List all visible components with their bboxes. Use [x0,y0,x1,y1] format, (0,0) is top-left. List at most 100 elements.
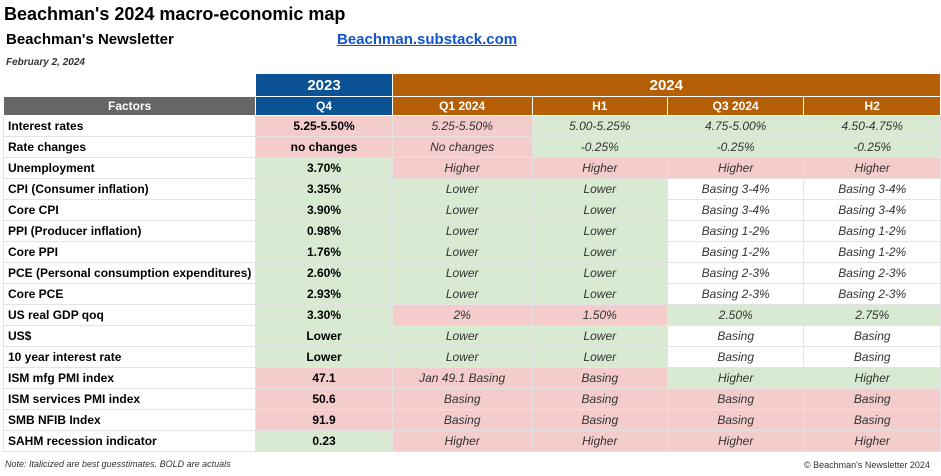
factor-name: CPI (Consumer inflation) [2,178,257,200]
table-row: 10 year interest rate Lower Lower Lower Basi… [2,346,941,368]
cell-q4: 2.93% [255,283,393,305]
header-h1: H1 [531,96,668,116]
cell-q1-2024: Higher [391,157,533,179]
table-row: PCE (Personal consumption expenditures) 2… [2,262,941,284]
cell-h1: Lower [531,220,668,242]
publish-date: February 2, 2024 [6,57,85,68]
factor-name: 10 year interest rate [2,346,257,368]
table-row: SMB NFIB Index 91.9 Basing Basing Basing Basi… [2,409,941,431]
cell-q1-2024: Jan 49.1 Basing [391,367,533,389]
cell-q4: 3.70% [255,157,393,179]
cell-q4: 3.35% [255,178,393,200]
header-factors: Factors [2,96,257,116]
factor-name: Rate changes [2,136,257,158]
cell-q3-2024: 2.50% [666,304,805,326]
table-row: Core CPI 3.90% Lower Lower Basing 3-4% Basing… [2,199,941,221]
cell-q4: 1.76% [255,241,393,263]
cell-h2: Basing 1-2% [803,241,941,263]
table-row: ISM mfg PMI index 47.1 Jan 49.1 Basing Basi… [2,367,941,389]
footnote: Note: Italicized are best guesstimates. … [5,459,231,469]
year-header-row: 2023 2024 [2,73,941,97]
table-row: SAHM recession indicator 0.23 Higher Higher… [2,430,941,452]
table-row: US$ Lower Lower Lower Basing Basing [2,325,941,347]
macro-map-table: 2023 2024 Factors Q4 Q1 2024 H1 Q3 2024 … [2,73,941,452]
cell-q1-2024: Basing [391,388,533,410]
cell-q4: 47.1 [255,367,393,389]
cell-q1-2024: Basing [391,409,533,431]
table-body: Interest rates 5.25-5.50% 5.25-5.50% 5.00-5… [2,115,941,452]
table-row: Unemployment 3.70% Higher Higher Higher Highe… [2,157,941,179]
cell-q4: 3.90% [255,199,393,221]
table-row: PPI (Producer inflation) 0.98% Lower Lower B… [2,220,941,242]
cell-q3-2024: Basing 2-3% [666,283,805,305]
cell-h2: Basing 3-4% [803,199,941,221]
cell-h2: Basing [803,388,941,410]
cell-q4: no changes [255,136,393,158]
cell-q1-2024: No changes [391,136,533,158]
factor-name: SAHM recession indicator [2,430,257,452]
cell-q3-2024: Basing 3-4% [666,199,805,221]
factor-name: PCE (Personal consumption expenditures) [2,262,257,284]
cell-h1: -0.25% [531,136,668,158]
cell-h1: 5.00-5.25% [531,115,668,137]
table-row: ISM services PMI index 50.6 Basing Basing Ba… [2,388,941,410]
cell-q1-2024: 5.25-5.50% [391,115,533,137]
table-row: Rate changes no changes No changes -0.25% -0… [2,136,941,158]
cell-q1-2024: Lower [391,199,533,221]
cell-q3-2024: Basing [666,388,805,410]
factor-name: Unemployment [2,157,257,179]
cell-q1-2024: Lower [391,283,533,305]
year-2023-header: 2023 [255,73,393,97]
cell-q3-2024: Basing [666,346,805,368]
cell-h1: Basing [531,367,668,389]
cell-h1: Lower [531,262,668,284]
header-q4: Q4 [255,96,393,116]
cell-h2: Basing [803,346,941,368]
cell-h2: Basing 2-3% [803,283,941,305]
cell-h1: Lower [531,199,668,221]
cell-q4: 91.9 [255,409,393,431]
cell-q4: Lower [255,325,393,347]
cell-q3-2024: Higher [666,157,805,179]
cell-q3-2024: Basing 1-2% [666,220,805,242]
factor-name: ISM services PMI index [2,388,257,410]
cell-h1: 1.50% [531,304,668,326]
header-q1-2024: Q1 2024 [391,96,533,116]
cell-h2: Higher [803,430,941,452]
cell-h1: Lower [531,346,668,368]
cell-h2: Basing 1-2% [803,220,941,242]
cell-q3-2024: Basing [666,325,805,347]
newsletter-name: Beachman's Newsletter [6,31,174,48]
factor-name: Core CPI [2,199,257,221]
copyright: © Beachman's Newsletter 2024 [804,460,930,470]
cell-q4: 0.23 [255,430,393,452]
cell-q4: 5.25-5.50% [255,115,393,137]
cell-h1: Lower [531,178,668,200]
table-row: CPI (Consumer inflation) 3.35% Lower Lower B… [2,178,941,200]
factor-name: ISM mfg PMI index [2,367,257,389]
cell-h2: 2.75% [803,304,941,326]
cell-q1-2024: 2% [391,304,533,326]
table-row: Interest rates 5.25-5.50% 5.25-5.50% 5.00-5… [2,115,941,137]
cell-h2: Basing 3-4% [803,178,941,200]
cell-q3-2024: Higher [666,430,805,452]
cell-q3-2024: Basing 2-3% [666,262,805,284]
cell-q4: 2.60% [255,262,393,284]
factor-name: US real GDP qoq [2,304,257,326]
table-row: Core PCE 2.93% Lower Lower Basing 2-3% Basing… [2,283,941,305]
factor-name: Core PCE [2,283,257,305]
cell-h1: Lower [531,325,668,347]
cell-h2: -0.25% [803,136,941,158]
cell-q1-2024: Lower [391,178,533,200]
cell-h2: 4.50-4.75% [803,115,941,137]
cell-h1: Higher [531,157,668,179]
cell-q1-2024: Lower [391,262,533,284]
column-header-row: Factors Q4 Q1 2024 H1 Q3 2024 H2 [2,96,941,116]
cell-q3-2024: -0.25% [666,136,805,158]
cell-h2: Basing [803,409,941,431]
cell-q1-2024: Lower [391,220,533,242]
cell-q4: 0.98% [255,220,393,242]
cell-h2: Higher [803,367,941,389]
substack-link[interactable]: Beachman.substack.com [337,31,518,48]
cell-q3-2024: Basing 3-4% [666,178,805,200]
